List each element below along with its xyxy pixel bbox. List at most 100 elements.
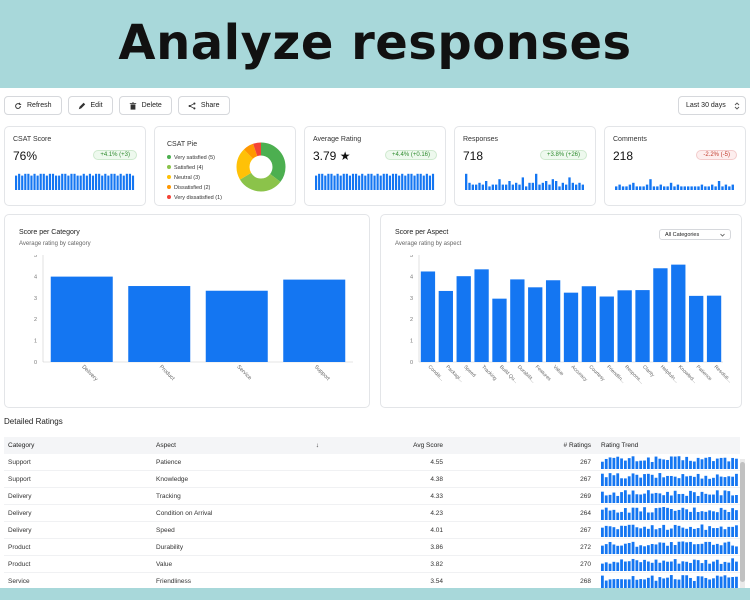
- bar[interactable]: [528, 287, 543, 362]
- bar[interactable]: [635, 290, 650, 362]
- sparkline: [615, 179, 734, 190]
- trend-bar: [646, 456, 650, 469]
- trend-bar: [662, 476, 666, 486]
- trend-bar: [608, 578, 612, 588]
- table-row[interactable]: Product Value 3.82 270: [4, 556, 740, 573]
- trend-bar: [723, 509, 727, 520]
- trend-bar: [643, 473, 646, 486]
- trend-bar: [715, 559, 719, 571]
- kpi-card-csat: CSAT Score 76% +4.1% (+3): [4, 126, 146, 206]
- bar[interactable]: [510, 279, 525, 362]
- trend-bar: [627, 542, 631, 554]
- trend-bar: [635, 493, 639, 503]
- spark-bar: [116, 175, 119, 190]
- trend-bar: [627, 524, 631, 537]
- trend-bar: [662, 577, 666, 588]
- trend-bar: [719, 494, 723, 503]
- spark-bar: [131, 175, 135, 190]
- column-header-avg-score[interactable]: Avg Score: [413, 442, 443, 449]
- bar[interactable]: [283, 279, 346, 362]
- x-tick-label: Delivery: [80, 364, 98, 382]
- date-range-select[interactable]: Last 30 days: [678, 96, 746, 115]
- delete-button[interactable]: Delete: [118, 96, 172, 115]
- edit-button[interactable]: Edit: [67, 96, 113, 115]
- bar[interactable]: [50, 276, 113, 362]
- trend-bar: [608, 510, 612, 520]
- spark-bar: [635, 186, 638, 190]
- bar[interactable]: [617, 290, 632, 362]
- trend-bar: [643, 506, 646, 520]
- bar[interactable]: [205, 290, 268, 362]
- kpi-card-pie: CSAT Pie Very satisfied (5) Satisfied (4…: [154, 126, 296, 206]
- bar[interactable]: [563, 292, 579, 362]
- bar[interactable]: [599, 296, 614, 362]
- delta-badge: +4.1% (+3): [93, 150, 137, 160]
- bar[interactable]: [128, 286, 191, 362]
- column-header-trend[interactable]: Rating Trend: [601, 442, 639, 449]
- spark-bar: [67, 175, 70, 190]
- bar[interactable]: [671, 264, 686, 362]
- sort-arrow-icon[interactable]: ↓: [315, 442, 319, 449]
- legend-item: Neutral (3): [167, 173, 222, 183]
- bar[interactable]: [456, 276, 471, 362]
- spark-bar: [508, 181, 511, 190]
- table-row[interactable]: Support Knowledge 4.38 267: [4, 471, 740, 488]
- bar[interactable]: [474, 269, 489, 362]
- bar[interactable]: [492, 298, 507, 362]
- trend-bar: [620, 457, 623, 469]
- trend-bar: [658, 576, 662, 588]
- bar[interactable]: [689, 295, 704, 362]
- spark-bar: [416, 173, 419, 190]
- table-row[interactable]: Delivery Tracking 4.33 269: [4, 488, 740, 505]
- y-tick-label: 3: [410, 296, 413, 302]
- column-header-ratings[interactable]: # Ratings: [563, 442, 591, 449]
- spark-bar: [64, 173, 67, 190]
- trend-bar: [696, 559, 700, 571]
- bar[interactable]: [420, 271, 436, 362]
- trend-bar: [608, 456, 612, 469]
- bar[interactable]: [581, 286, 597, 362]
- trend-bar: [731, 557, 735, 571]
- scrollbar-thumb[interactable]: [740, 462, 745, 582]
- column-header-aspect[interactable]: Aspect ↓: [152, 442, 327, 449]
- trend-bar: [627, 560, 631, 571]
- y-tick-label: 5: [34, 255, 37, 259]
- trend-bar: [639, 544, 643, 554]
- trend-bar: [639, 494, 643, 503]
- share-button[interactable]: Share: [177, 96, 230, 115]
- spark-bar: [575, 184, 578, 190]
- table-row[interactable]: Product Durability 3.86 272: [4, 539, 740, 556]
- table-header: Category Aspect ↓ Avg Score # Ratings Ra…: [4, 437, 740, 454]
- spark-bar: [30, 175, 33, 190]
- refresh-button[interactable]: Refresh: [4, 96, 62, 115]
- bar[interactable]: [545, 280, 561, 362]
- trend-bar: [631, 541, 635, 554]
- spark-bar: [558, 186, 561, 190]
- table-row[interactable]: Delivery Speed 4.01 267: [4, 522, 740, 539]
- refresh-icon: [15, 102, 22, 109]
- table-scrollbar[interactable]: [740, 459, 745, 588]
- trend-bar: [712, 577, 715, 588]
- x-tick-label: Tracking: [480, 364, 498, 382]
- cell-avg-score: 3.86: [430, 543, 443, 551]
- trend-bar: [712, 510, 715, 520]
- column-header-category[interactable]: Category: [8, 442, 35, 449]
- category-chart-panel: Score per Category Average rating by cat…: [4, 214, 370, 408]
- table-row[interactable]: Delivery Condition on Arrival 4.23 264: [4, 505, 740, 522]
- cell-avg-score: 4.23: [430, 509, 443, 517]
- bar[interactable]: [438, 290, 453, 362]
- table-row[interactable]: Support Patience 4.55 267: [4, 454, 740, 471]
- cell-rating-trend: [591, 506, 740, 520]
- bar[interactable]: [706, 295, 722, 362]
- category-filter-select[interactable]: All Categories: [659, 229, 731, 240]
- trend-bar: [689, 541, 692, 554]
- bar[interactable]: [653, 268, 668, 362]
- spark-bar: [15, 175, 18, 190]
- toolbar: Refresh Edit Delete Share: [4, 96, 230, 115]
- spark-bar: [711, 184, 714, 190]
- spark-bar: [388, 175, 391, 190]
- y-tick-label: 3: [34, 296, 37, 302]
- trend-bar: [704, 511, 708, 520]
- spark-bar: [18, 173, 21, 190]
- table-row[interactable]: Service Friendliness 3.54 268: [4, 573, 740, 588]
